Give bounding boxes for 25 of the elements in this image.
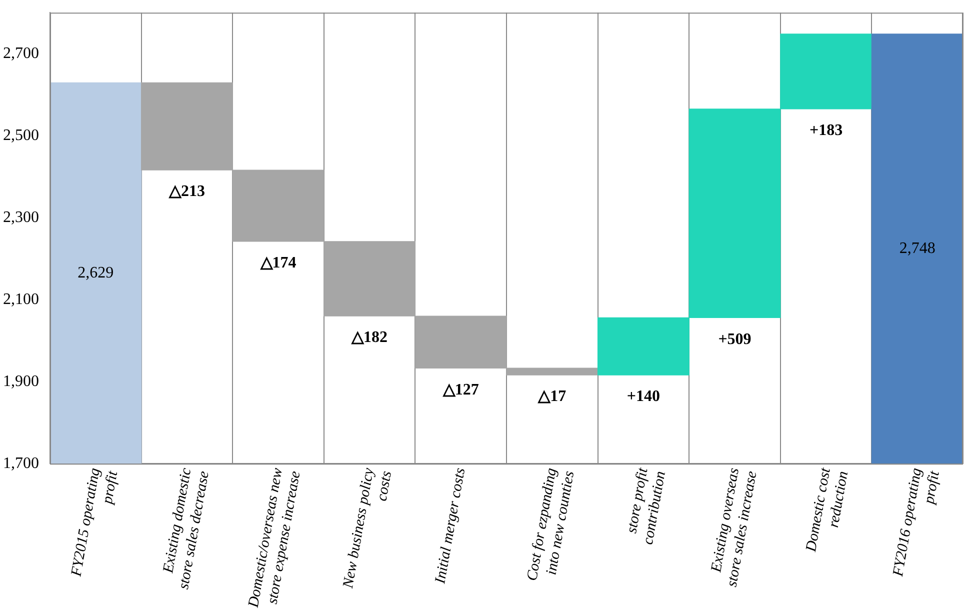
y-tick-label: 2,100 [3, 290, 39, 308]
x-tick-label: Existing domestic store sales decrease [160, 466, 213, 591]
x-tick-label: Existing overseas store sales increase [708, 466, 760, 588]
x-tick-label: Cost for ezpanding into new counties [524, 466, 578, 582]
data-label: 2,748 [899, 240, 936, 258]
x-tick-label: FY2015 operating profit [68, 466, 122, 579]
data-label: +509 [718, 330, 752, 348]
y-tick-label: 2,500 [3, 126, 39, 144]
data-label: 2,629 [78, 264, 114, 282]
data-label: +183 [809, 122, 843, 140]
data-label: △127 [442, 381, 479, 398]
y-tick-label: 1,900 [3, 372, 39, 390]
x-tick-label: Initial merger costs [432, 466, 469, 586]
data-label: △174 [259, 254, 296, 272]
x-tick-label: store profit contribution [624, 466, 669, 546]
y-tick-label: 2,300 [3, 208, 39, 226]
y-tick-label: 2,700 [3, 44, 39, 62]
data-label: △17 [537, 388, 566, 406]
x-tick-label: Domestic cost reduction [803, 466, 852, 554]
data-label: △213 [168, 183, 205, 200]
data-label: +140 [626, 388, 660, 406]
data-label: △182 [350, 329, 388, 346]
y-tick-label: 1,700 [3, 454, 39, 472]
x-tick-label: New business policy costs [340, 466, 396, 590]
x-tick-label: FY2016 operating profit [890, 466, 944, 579]
